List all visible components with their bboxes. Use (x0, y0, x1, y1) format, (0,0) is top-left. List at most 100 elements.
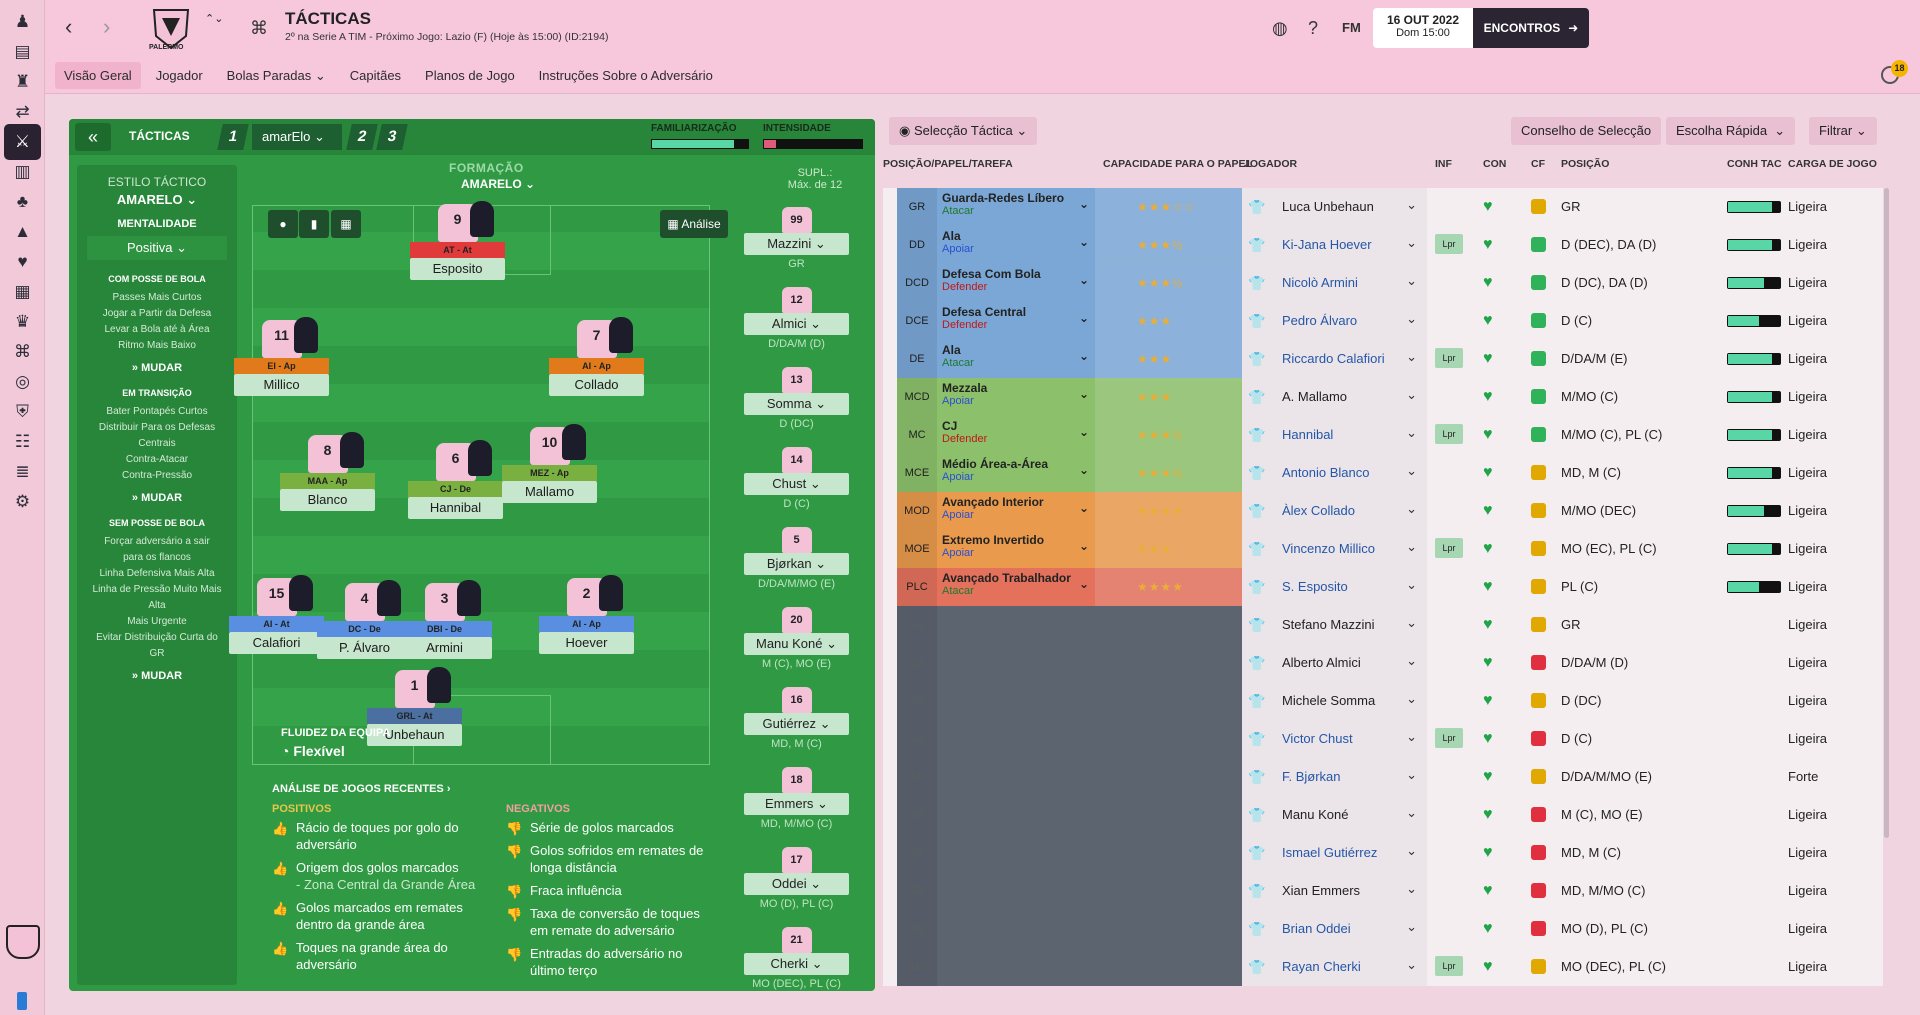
player-cell[interactable]: 👕 Alberto Almici ⌄ (1242, 644, 1427, 682)
sub-player[interactable]: 5 Bjørkan ⌄ D/DA/M/MO (E) (744, 527, 849, 590)
player-name[interactable]: Ismael Gutiérrez (1282, 845, 1378, 860)
role-cell[interactable] (937, 834, 1095, 872)
training-icon[interactable]: ▲ (14, 222, 31, 241)
conselho-button[interactable]: Conselho de Selecção (1511, 117, 1662, 145)
history-icon[interactable]: ≣ (15, 462, 30, 481)
player-cell[interactable]: 👕 Xian Emmers ⌄ (1242, 872, 1427, 910)
player-name[interactable]: A. Mallamo (1282, 389, 1348, 404)
pitch-player[interactable]: 2 AI - Ap Hoever (539, 575, 634, 654)
tab-1[interactable]: Jogador (155, 68, 203, 83)
people-icon[interactable]: ☷ (14, 432, 31, 451)
staff-icon[interactable]: ♣ (16, 192, 29, 211)
back-arrow-icon[interactable]: ‹ (65, 14, 73, 39)
table-row[interactable]: DD Ala Apoiar ⌄ ★★★½ 👕 Ki-Jana Hoever ⌄ Lpr ♥ D (D… (883, 226, 1883, 264)
club-icon[interactable]: ⛨ (16, 402, 29, 421)
player-name[interactable]: Blanco (280, 489, 375, 511)
table-row[interactable]: PLC Avançado Trabalhador Atacar ⌄ ★★★★ 👕 S. Es… (883, 568, 1883, 606)
player-role[interactable]: DC - De (317, 621, 412, 637)
tactics-icon[interactable]: ⚔ (4, 124, 41, 160)
player-name[interactable]: Manu Koné (1282, 807, 1349, 822)
column-header[interactable]: CAPACIDADE PARA O PAPEL (1103, 158, 1252, 170)
sub-name[interactable]: Somma ⌄ (744, 393, 849, 415)
player-name[interactable]: Collado (549, 374, 644, 396)
estilo-value[interactable]: AMARELO ⌄ (116, 192, 198, 207)
role-cell[interactable]: Ala Atacar ⌄ (937, 340, 1095, 378)
player-name[interactable]: Riccardo Calafiori (1282, 351, 1385, 366)
player-name[interactable]: Stefano Mazzini (1282, 617, 1375, 632)
role-cell[interactable] (937, 872, 1095, 910)
sub-name[interactable]: Gutiérrez ⌄ (744, 713, 849, 735)
tab-5[interactable]: Instruções Sobre o Adversário (538, 68, 713, 83)
role-cell[interactable]: Mezzala Apoiar ⌄ (937, 378, 1095, 416)
role-cell[interactable] (937, 948, 1095, 986)
player-cell[interactable]: 👕 Rayan Cherki ⌄ (1242, 948, 1427, 986)
tactic-slot-1[interactable]: 1 (217, 124, 249, 150)
sub-name[interactable]: Almici ⌄ (744, 313, 849, 335)
mudar-transicao-button[interactable]: » MUDAR (131, 492, 183, 504)
table-row[interactable]: S10 👕 Rayan Cherki ⌄ Lpr ♥ MO (DEC), PL (C) Lig… (883, 948, 1883, 986)
player-name[interactable]: Àlex Collado (1282, 503, 1355, 518)
sub-name[interactable]: Mazzini ⌄ (744, 233, 849, 255)
sub-player[interactable]: 18 Emmers ⌄ MD, M/MO (C) (744, 767, 849, 830)
sub-name[interactable]: Chust ⌄ (744, 473, 849, 495)
clipboard-icon[interactable]: ▥ (14, 162, 31, 181)
table-row[interactable]: MOD Avançado Interior Apoiar ⌄ ★★★★ 👕 Àlex Col… (883, 492, 1883, 530)
table-row[interactable]: S9 👕 Brian Oddei ⌄ ♥ MO (D), PL (C) Ligeira (883, 910, 1883, 948)
globe-icon[interactable]: ◍ (1272, 18, 1288, 38)
fm-menu-button[interactable]: FM (1342, 20, 1361, 35)
column-header[interactable]: CARGA DE JOGO (1788, 158, 1877, 170)
transfer-icon[interactable]: ⇄ (15, 102, 30, 121)
table-row[interactable]: DCE Defesa Central Defender ⌄ ★★★ 👕 Pedro Álva… (883, 302, 1883, 340)
table-row[interactable]: S4 👕 Victor Chust ⌄ Lpr ♥ D (C) Ligeira (883, 720, 1883, 758)
role-cell[interactable]: Avançado Trabalhador Atacar ⌄ (937, 568, 1095, 606)
player-name[interactable]: Calafiori (229, 632, 324, 654)
player-name[interactable]: Hoever (539, 632, 634, 654)
player-cell[interactable]: 👕 Michele Somma ⌄ (1242, 682, 1427, 720)
player-name[interactable]: Luca Unbehaun (1282, 199, 1374, 214)
table-row[interactable]: S7 👕 Ismael Gutiérrez ⌄ ♥ MD, M (C) Ligeira (883, 834, 1883, 872)
table-row[interactable]: MCD Mezzala Apoiar ⌄ ★★★ 👕 A. Mallamo ⌄ ♥ M/MO (C… (883, 378, 1883, 416)
role-cell[interactable] (937, 644, 1095, 682)
role-cell[interactable]: Médio Área-a-Área Apoiar ⌄ (937, 454, 1095, 492)
escolha-rapida-button[interactable]: Escolha Rápida ⌄ (1666, 117, 1796, 145)
pitch-player[interactable]: 15 AI - At Calafiori (229, 575, 324, 654)
finance-icon[interactable]: ◎ (15, 372, 30, 391)
sub-player[interactable]: 14 Chust ⌄ D (C) (744, 447, 849, 510)
table-row[interactable]: S3 👕 Michele Somma ⌄ ♥ D (DC) Ligeira (883, 682, 1883, 720)
column-header[interactable]: JOGADOR (1244, 158, 1298, 170)
table-scrollbar[interactable] (1884, 188, 1889, 838)
date-box[interactable]: 16 OUT 2022 Dom 15:00 (1373, 8, 1473, 48)
info-view-icon[interactable]: ● (268, 210, 298, 238)
sub-player[interactable]: 99 Mazzini ⌄ GR (744, 207, 849, 270)
pitch-player[interactable]: 3 DBI - De Armini (397, 580, 492, 659)
player-name[interactable]: Esposito (410, 258, 505, 280)
player-cell[interactable]: 👕 Manu Koné ⌄ (1242, 796, 1427, 834)
player-name[interactable]: S. Esposito (1282, 579, 1348, 594)
player-name[interactable]: Rayan Cherki (1282, 959, 1361, 974)
medical-icon[interactable]: ♥ (17, 252, 28, 271)
role-cell[interactable] (937, 606, 1095, 644)
table-row[interactable]: DCD Defesa Com Bola Defender ⌄ ★★★½ 👕 Nicolò A… (883, 264, 1883, 302)
pitch-player[interactable]: 6 CJ - De Hannibal (408, 440, 503, 519)
player-role[interactable]: AI - At (229, 616, 324, 632)
player-cell[interactable]: 👕 Hannibal ⌄ (1242, 416, 1427, 454)
card-view-icon[interactable]: ▦ (331, 210, 361, 238)
mudar-sem-posse-button[interactable]: » MUDAR (131, 670, 183, 682)
dev-icon[interactable]: ⚙ (14, 492, 31, 511)
pitch-player[interactable]: 9 AT - At Esposito (410, 201, 505, 280)
role-cell[interactable] (937, 910, 1095, 948)
pitch-player[interactable]: 7 AI - Ap Collado (549, 317, 644, 396)
player-role[interactable]: MAA - Ap (280, 473, 375, 489)
sub-name[interactable]: Oddei ⌄ (744, 873, 849, 895)
player-cell[interactable]: 👕 Antonio Blanco ⌄ (1242, 454, 1427, 492)
pitch-player[interactable]: 8 MAA - Ap Blanco (280, 432, 375, 511)
club-logo[interactable] (148, 6, 194, 52)
sub-name[interactable]: Emmers ⌄ (744, 793, 849, 815)
player-cell[interactable]: 👕 Àlex Collado ⌄ (1242, 492, 1427, 530)
user-icon[interactable]: ♟ (14, 12, 31, 31)
table-row[interactable]: MOE Extremo Invertido Apoiar ⌄ ★★★ 👕 Vincenzo … (883, 530, 1883, 568)
tab-0[interactable]: Visão Geral (55, 62, 141, 89)
tactic-slot-3[interactable]: 3 (376, 124, 408, 150)
sub-player[interactable]: 21 Cherki ⌄ MO (DEC), PL (C) (744, 927, 849, 990)
mudar-com-posse-button[interactable]: » MUDAR (131, 362, 183, 374)
